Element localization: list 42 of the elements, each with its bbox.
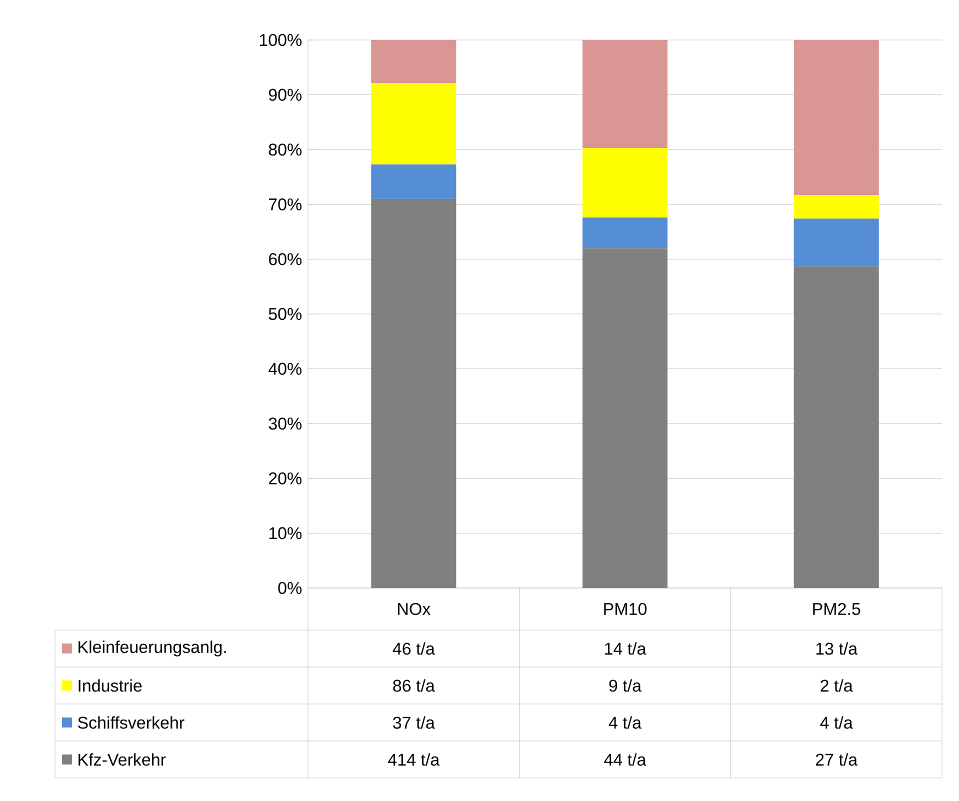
bar (371, 40, 456, 84)
legend-label: Schiffsverkehr (78, 716, 184, 729)
bar (794, 195, 879, 219)
bar (582, 40, 668, 148)
text: 4 t/a (608, 716, 642, 729)
bar (582, 248, 668, 588)
legend-label: Industrie (78, 679, 142, 692)
text: 27 t/a (816, 753, 858, 766)
text: 414 t/a (388, 753, 440, 766)
bar (582, 148, 668, 218)
legend-label: Kfz-Verkehr (78, 753, 166, 766)
text: 4 t/a (820, 716, 853, 729)
bar (582, 218, 668, 248)
x-tick-label: NOx (398, 602, 430, 616)
y-tick-label: 20% (268, 472, 302, 484)
y-tick-label: 0% (278, 582, 302, 594)
bar (371, 83, 456, 164)
y-tick-label: 80% (268, 144, 302, 156)
y-tick-label: 60% (268, 253, 302, 266)
text: 2 t/a (820, 679, 853, 692)
legend-label: Kleinfeuerungsanlg. (78, 640, 226, 656)
y-tick-label: 70% (268, 198, 302, 210)
bar (794, 266, 879, 588)
text: 9 t/a (609, 679, 642, 692)
text: 46 t/a (392, 642, 435, 655)
text: 37 t/a (393, 716, 435, 729)
text: 14 t/a (605, 642, 646, 655)
y-tick-label: 90% (268, 88, 302, 101)
y-tick-label: 30% (268, 418, 302, 430)
bar (794, 218, 879, 266)
bar (371, 198, 456, 588)
text: 44 t/a (604, 753, 646, 766)
text: 86 t/a (393, 679, 435, 692)
bar (794, 40, 879, 196)
text: 13 t/a (816, 642, 858, 655)
x-tick-label: PM10 (604, 602, 647, 616)
y-tick-label: 40% (268, 362, 302, 375)
y-tick-label: 100% (260, 34, 302, 46)
bar (371, 164, 456, 199)
y-tick-label: 10% (269, 527, 302, 540)
y-tick-label: 50% (268, 308, 302, 320)
x-tick-label: PM2.5 (813, 602, 860, 616)
